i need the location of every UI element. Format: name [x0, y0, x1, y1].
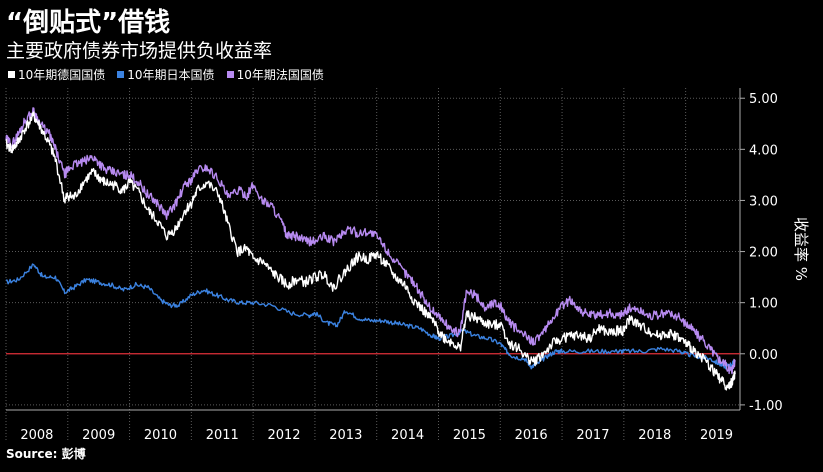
x-tick-label: 2011: [206, 428, 239, 443]
x-tick-label: 2009: [82, 428, 115, 443]
y-axis-label: 收益率 %: [792, 217, 810, 281]
series-line-japan: [5, 263, 736, 370]
x-tick-label: 2018: [638, 428, 671, 443]
y-tick-label: 0.00: [749, 348, 778, 363]
x-tick-label: 2008: [20, 428, 53, 443]
y-tick-label: 5.00: [749, 92, 778, 107]
x-tick-label: 2013: [329, 428, 362, 443]
x-tick-label: 2017: [576, 428, 609, 443]
y-tick-label: 2.00: [749, 246, 778, 261]
chart-title: “倒贴式”借钱: [6, 8, 171, 38]
legend-item-japan: 10年期日本国债: [117, 66, 215, 83]
legend-label-france: 10年期法国国债: [236, 68, 324, 82]
chart-subtitle: 主要政府债券市场提供负收益率: [6, 40, 273, 62]
x-tick-label: 2019: [700, 428, 733, 443]
legend-label-germany: 10年期德国国债: [18, 68, 106, 82]
legend-item-germany: 10年期德国国债: [8, 66, 105, 83]
x-tick-label: 2015: [453, 428, 486, 443]
series-line-germany: [5, 111, 736, 391]
y-tick-label: -1.00: [749, 399, 783, 414]
source-note: Source: 彭博: [6, 447, 86, 461]
legend-swatch-germany: [8, 71, 15, 78]
legend: 10年期德国国债 10年期日本国债 10年期法国国债: [8, 66, 324, 83]
legend-swatch-france: [226, 71, 234, 78]
x-tick-label: 2014: [391, 428, 424, 443]
x-tick-label: 2016: [515, 428, 548, 443]
x-tick-label: 2012: [267, 428, 300, 443]
legend-label-japan: 10年期日本国债: [127, 68, 215, 82]
x-tick-label: 2010: [144, 428, 177, 443]
legend-item-france: 10年期法国国债: [226, 66, 324, 83]
y-tick-label: 1.00: [749, 297, 778, 312]
series-line-france: [5, 107, 736, 375]
y-tick-label: 3.00: [749, 194, 778, 209]
y-tick-label: 4.00: [749, 143, 778, 158]
legend-swatch-japan: [117, 71, 125, 78]
